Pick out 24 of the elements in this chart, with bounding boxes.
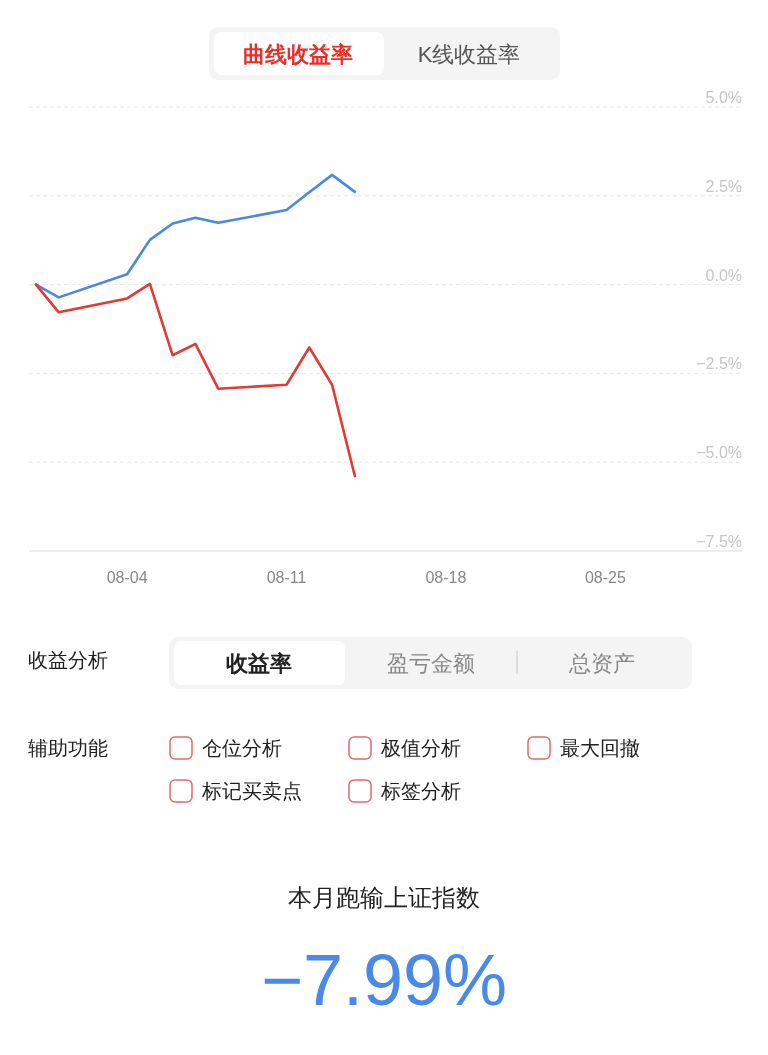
text: 总资产 xyxy=(568,650,635,676)
y-tick-label: −7.5% xyxy=(696,532,742,550)
text: 收益率 xyxy=(226,650,292,676)
x-tick-label: 08-04 xyxy=(106,568,148,586)
y-tick-label: 0.0% xyxy=(705,266,742,284)
text: 曲线收益率 xyxy=(243,41,353,67)
x-tick-label: 08-11 xyxy=(266,568,307,586)
text: 辅助功能 xyxy=(28,737,108,759)
text: 盈亏金额 xyxy=(387,650,475,676)
text: 最大回撤 xyxy=(560,737,640,759)
text: 标签分析 xyxy=(380,780,461,802)
y-tick-label: 5.0% xyxy=(705,88,742,106)
text: 仓位分析 xyxy=(202,737,282,759)
text: 标记买卖点 xyxy=(201,780,302,802)
y-tick-label: −5.0% xyxy=(696,443,742,461)
text: −7.99% xyxy=(260,940,508,1020)
text: 极值分析 xyxy=(380,737,461,759)
y-tick-label: 2.5% xyxy=(705,177,742,195)
x-tick-label: 08-18 xyxy=(425,568,467,586)
text: 本月跑输上证指数 xyxy=(288,883,480,911)
x-tick-label: 08-25 xyxy=(584,568,626,586)
y-tick-label: −2.5% xyxy=(696,354,742,372)
text: 收益分析 xyxy=(28,649,108,671)
text: K线收益率 xyxy=(417,41,521,67)
